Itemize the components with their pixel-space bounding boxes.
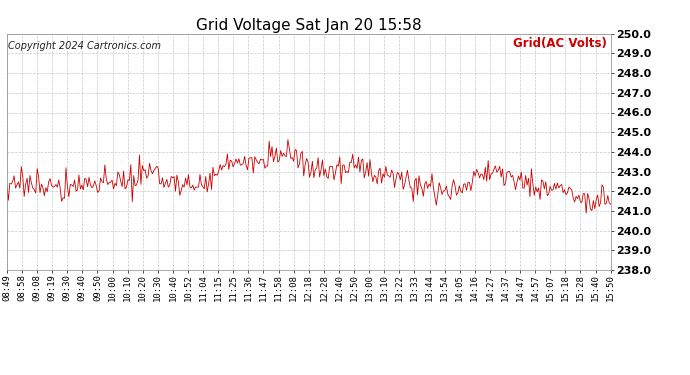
Grid(AC Volts): [284, 137, 292, 142]
Grid(AC Volts): [502, 182, 510, 186]
Text: Copyright 2024 Cartronics.com: Copyright 2024 Cartronics.com: [8, 41, 161, 51]
Grid(AC Volts): [23, 176, 31, 180]
Grid(AC Volts): [584, 191, 592, 196]
Grid(AC Volts): [204, 182, 213, 186]
Line: Grid(AC Volts): Grid(AC Volts): [7, 140, 611, 213]
Grid(AC Volts): [302, 156, 311, 161]
Legend: Grid(AC Volts): Grid(AC Volts): [513, 37, 607, 50]
Grid(AC Volts): [273, 146, 281, 150]
Title: Grid Voltage Sat Jan 20 15:58: Grid Voltage Sat Jan 20 15:58: [196, 18, 422, 33]
Grid(AC Volts): [3, 183, 11, 188]
Grid(AC Volts): [582, 211, 590, 215]
Grid(AC Volts): [607, 202, 615, 207]
